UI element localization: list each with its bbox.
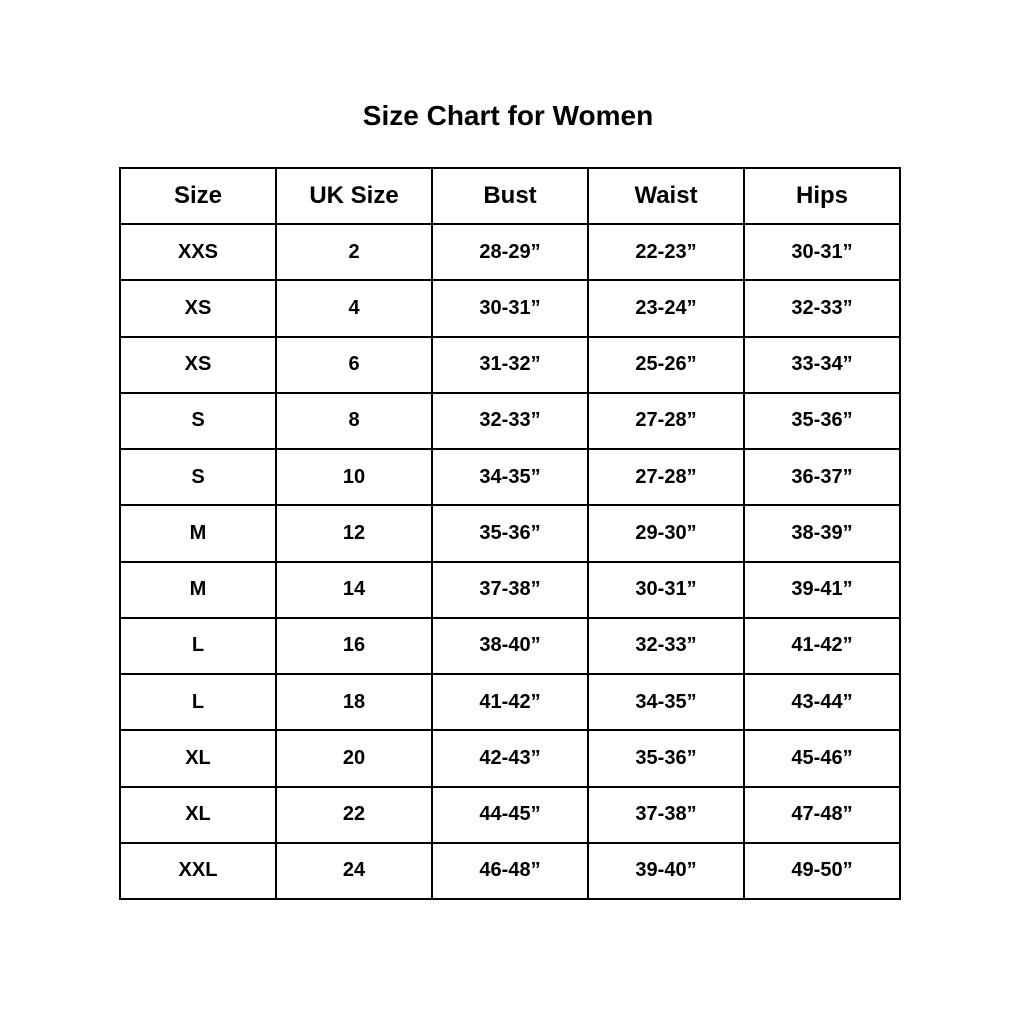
table-cell: 37-38” <box>587 785 745 844</box>
table-row: M 12 35-36” 29-30” 38-39” <box>119 504 901 563</box>
table-cell: XS <box>119 279 277 338</box>
table-row: L 16 38-40” 32-33” 41-42” <box>119 616 901 676</box>
table-cell: 29-30” <box>587 504 745 563</box>
table-cell: 16 <box>275 616 433 676</box>
column-header: Size <box>119 167 277 225</box>
size-chart-table: Size UK Size Bust Waist Hips XXS 2 28-29” 22-23… <box>119 167 901 901</box>
table-cell: 20 <box>275 729 433 788</box>
table-cell: 22-23” <box>587 222 745 282</box>
table-cell: 2 <box>275 222 433 282</box>
table-cell: 42-43” <box>431 729 589 788</box>
table-cell: 37-38” <box>431 560 589 619</box>
table-cell: 45-46” <box>743 729 901 788</box>
table-cell: 43-44” <box>743 672 901 732</box>
table-cell: XS <box>119 335 277 394</box>
table-row: XXL 24 46-48” 39-40” 49-50” <box>119 841 901 901</box>
table-cell: M <box>119 560 277 619</box>
table-cell: 30-31” <box>743 222 901 282</box>
table-cell: XXS <box>119 222 277 282</box>
column-header: Bust <box>431 167 589 225</box>
table-body: XXS 2 28-29” 22-23” 30-31” XS 4 30-31” 23-24” 32-… <box>119 222 901 901</box>
table-row: S 8 32-33” 27-28” 35-36” <box>119 391 901 451</box>
table-cell: 33-34” <box>743 335 901 394</box>
table-cell: 27-28” <box>587 447 745 507</box>
table-cell: 46-48” <box>431 841 589 901</box>
table-cell: L <box>119 616 277 676</box>
table-cell: 44-45” <box>431 785 589 844</box>
table-cell: 34-35” <box>431 447 589 507</box>
table-cell: 27-28” <box>587 391 745 451</box>
table-cell: 24 <box>275 841 433 901</box>
table-cell: 31-32” <box>431 335 589 394</box>
table-cell: 35-36” <box>587 729 745 788</box>
table-cell: 28-29” <box>431 222 589 282</box>
table-row: XS 4 30-31” 23-24” 32-33” <box>119 279 901 338</box>
table-header-row: Size UK Size Bust Waist Hips <box>119 167 901 225</box>
table-cell: 36-37” <box>743 447 901 507</box>
table-cell: 4 <box>275 279 433 338</box>
table-cell: S <box>119 447 277 507</box>
table-cell: 47-48” <box>743 785 901 844</box>
table-cell: 38-40” <box>431 616 589 676</box>
table-row: L 18 41-42” 34-35” 43-44” <box>119 672 901 732</box>
table-cell: 8 <box>275 391 433 451</box>
table-cell: 6 <box>275 335 433 394</box>
table-cell: 39-41” <box>743 560 901 619</box>
table-cell: 12 <box>275 504 433 563</box>
column-header: UK Size <box>275 167 433 225</box>
table-cell: XXL <box>119 841 277 901</box>
table-row: M 14 37-38” 30-31” 39-41” <box>119 560 901 619</box>
table-cell: 10 <box>275 447 433 507</box>
table-cell: XL <box>119 785 277 844</box>
table-row: XXS 2 28-29” 22-23” 30-31” <box>119 222 901 282</box>
table-cell: 35-36” <box>431 504 589 563</box>
page-title: Size Chart for Women <box>362 100 654 131</box>
table-cell: L <box>119 672 277 732</box>
table-row: XL 20 42-43” 35-36” 45-46” <box>119 729 901 788</box>
column-header: Hips <box>743 167 901 225</box>
table-row: XS 6 31-32” 25-26” 33-34” <box>119 335 901 394</box>
table-cell: 41-42” <box>743 616 901 676</box>
table-cell: 49-50” <box>743 841 901 901</box>
table-cell: 30-31” <box>587 560 745 619</box>
table-cell: XL <box>119 729 277 788</box>
table-cell: 38-39” <box>743 504 901 563</box>
table-cell: 25-26” <box>587 335 745 394</box>
table-row: XL 22 44-45” 37-38” 47-48” <box>119 785 901 844</box>
table-cell: 35-36” <box>743 391 901 451</box>
table-cell: 30-31” <box>431 279 589 338</box>
table-cell: 32-33” <box>743 279 901 338</box>
table-cell: 34-35” <box>587 672 745 732</box>
table-cell: M <box>119 504 277 563</box>
table-cell: 18 <box>275 672 433 732</box>
table-cell: 14 <box>275 560 433 619</box>
table-cell: 39-40” <box>587 841 745 901</box>
column-header: Waist <box>587 167 745 225</box>
table-cell: 32-33” <box>587 616 745 676</box>
table-cell: 41-42” <box>431 672 589 732</box>
table-cell: 32-33” <box>431 391 589 451</box>
table-row: S 10 34-35” 27-28” 36-37” <box>119 447 901 507</box>
table-cell: 22 <box>275 785 433 844</box>
table-cell: 23-24” <box>587 279 745 338</box>
table-cell: S <box>119 391 277 451</box>
